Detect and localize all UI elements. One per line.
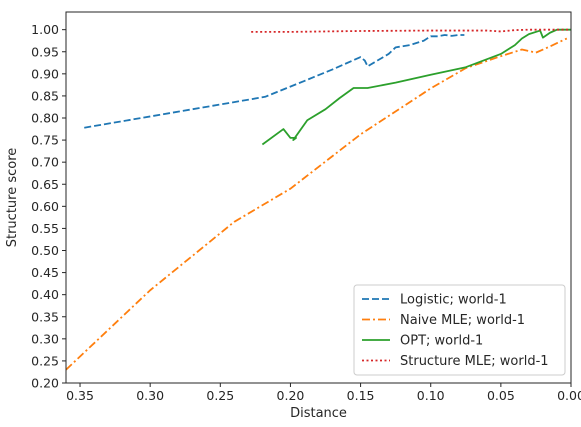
series-line-2 <box>261 28 571 146</box>
x-axis: 0.35 0.30 0.25 0.20 0.15 0.10 0.05 0.00 <box>66 383 581 403</box>
y-tick-label: 0.90 <box>31 66 59 81</box>
x-axis-label: Distance <box>290 406 347 421</box>
y-tick-label: 0.50 <box>31 243 59 258</box>
x-tick-label: 0.05 <box>487 388 515 403</box>
y-tick-label: 0.60 <box>31 199 59 214</box>
legend-label-3: Structure MLE; world-1 <box>400 354 549 369</box>
y-axis: 0.20 0.25 0.30 0.35 0.40 0.45 0.50 0.55 0.60 0.65… <box>31 22 66 391</box>
x-tick-label: 0.35 <box>66 388 94 403</box>
legend-label-0: Logistic; world-1 <box>400 293 507 308</box>
x-tick-label: 0.10 <box>417 388 445 403</box>
y-tick-label: 0.30 <box>31 331 59 346</box>
y-tick-label: 0.75 <box>31 133 59 148</box>
y-tick-label: 0.40 <box>31 287 59 302</box>
y-tick-label: 0.95 <box>31 44 59 59</box>
plot-frame <box>65 11 572 384</box>
x-tick-label: 0.20 <box>277 388 305 403</box>
x-tick-label: 0.15 <box>347 388 375 403</box>
series-line-1 <box>66 37 568 371</box>
y-axis-label: Structure score <box>5 148 20 248</box>
y-tick-label: 0.80 <box>31 111 59 126</box>
x-tick-label: 0.30 <box>136 388 164 403</box>
legend-frame <box>353 284 566 376</box>
y-tick-label: 1.00 <box>31 22 59 37</box>
y-tick-label: 0.70 <box>31 155 59 170</box>
y-tick-label: 0.55 <box>31 221 59 236</box>
y-tick-label: 0.45 <box>31 265 59 280</box>
y-tick-label: 0.35 <box>31 309 59 324</box>
series-line-0 <box>84 34 465 129</box>
series-line-3 <box>251 28 571 33</box>
x-tick-label: 0.25 <box>206 388 234 403</box>
legend-label-1: Naive MLE; world-1 <box>400 313 525 328</box>
legend-label-2: OPT; world-1 <box>400 334 483 349</box>
legend: Logistic; world-1 Naive MLE; world-1 OPT; … <box>353 284 566 376</box>
y-tick-label: 0.85 <box>31 88 59 103</box>
x-tick-label: 0.00 <box>557 388 581 403</box>
y-tick-label: 0.20 <box>31 376 59 391</box>
y-tick-label: 0.25 <box>31 353 59 368</box>
plot-lines <box>66 28 571 371</box>
y-tick-label: 0.65 <box>31 177 59 192</box>
